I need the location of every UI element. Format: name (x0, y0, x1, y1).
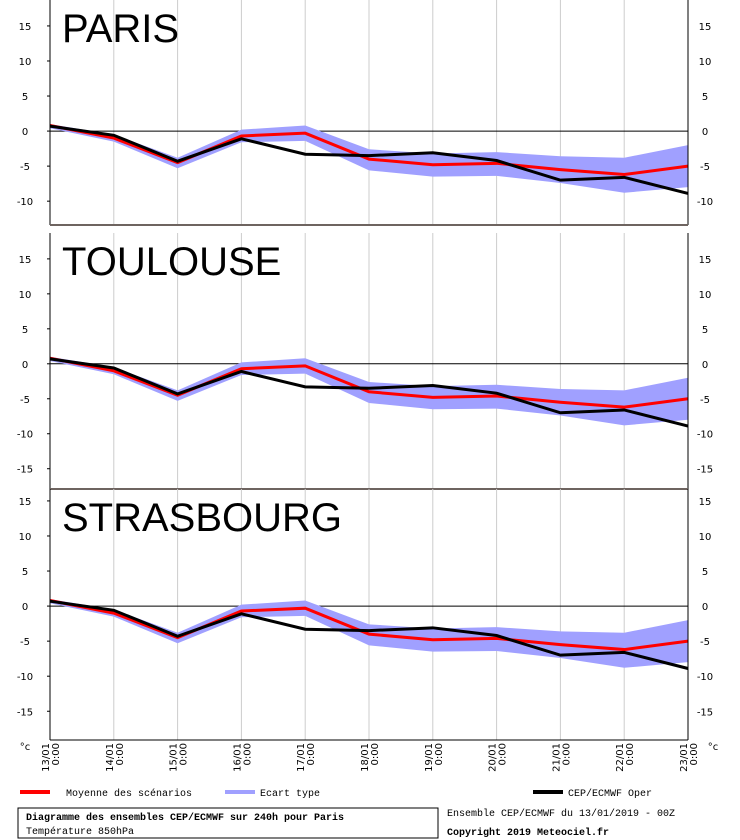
y-tick-label-right: -5 (700, 637, 710, 648)
plot (49, 233, 689, 489)
y-tick-label-right: -10 (697, 672, 713, 683)
x-tick-time: 0:00 (242, 743, 253, 765)
y-tick-label: 15 (19, 22, 32, 33)
y-tick-label: 10 (19, 57, 32, 68)
x-tick-label: 23/01 (679, 743, 690, 772)
y-tick-label-right: 10 (699, 290, 712, 301)
x-tick-label: 19/01 (424, 743, 435, 772)
y-tick-label: -10 (17, 197, 33, 208)
y-tick-label-right: -5 (700, 395, 710, 406)
y-tick-label-right: -10 (697, 197, 713, 208)
legend-label: Ecart type (260, 789, 320, 800)
x-tick-time: 0:00 (561, 743, 572, 765)
x-tick-label: 15/01 (169, 743, 180, 772)
y-tick-label: 10 (19, 290, 32, 301)
x-tick-label: 16/01 (232, 743, 243, 772)
y-tick-label-right: 10 (699, 532, 712, 543)
x-tick-label: 18/01 (360, 743, 371, 772)
y-tick-label: -15 (17, 707, 33, 718)
series-line (49, 356, 689, 409)
y-tick-label: -10 (17, 430, 33, 441)
series-line (49, 599, 689, 670)
y-tick-label: 0 (22, 360, 28, 371)
y-tick-label-right: 5 (702, 92, 708, 103)
panel-title: TOULOUSE (62, 240, 281, 284)
y-tick-label: -5 (20, 395, 30, 406)
y-tick-label-right: 10 (699, 57, 712, 68)
legend-label: CEP/ECMWF Oper (568, 788, 652, 800)
y-tick-label: 15 (19, 255, 32, 266)
y-tick-label-right: 0 (702, 127, 708, 138)
run-info: Ensemble CEP/ECMWF du 13/01/2019 - 00Z (447, 808, 675, 820)
y-tick-label: 0 (22, 127, 28, 138)
y-tick-label: 5 (22, 325, 28, 336)
x-tick-time: 0:00 (306, 743, 317, 765)
y-tick-label-right: 5 (702, 567, 708, 578)
x-tick-time: 0:00 (625, 743, 636, 765)
x-tick-label: 14/01 (105, 743, 116, 772)
y-tick-label-right: -15 (697, 465, 713, 476)
panel-title: STRASBOURG (62, 496, 342, 540)
footer-subtitle: Température 850hPa (26, 826, 134, 838)
series-line (49, 123, 689, 177)
footer-title: Diagramme des ensembles CEP/ECMWF sur 24… (26, 812, 344, 824)
y-tick-label: 10 (19, 532, 32, 543)
x-tick-time: 0:00 (51, 743, 62, 765)
copyright: Copyright 2019 Meteociel.fr (447, 827, 609, 839)
x-tick-time: 0:00 (689, 743, 700, 765)
y-tick-label: 5 (22, 92, 28, 103)
y-tick-label-right: -15 (697, 707, 713, 718)
y-tick-label-right: 5 (702, 325, 708, 336)
y-tick-label-right: 15 (699, 255, 712, 266)
x-tick-time: 0:00 (179, 743, 190, 765)
x-tick-time: 0:00 (370, 743, 381, 765)
footer-box (17, 807, 439, 839)
legend-label: Moyenne des scénarios (66, 788, 192, 800)
series-line (49, 599, 689, 652)
x-tick-label: 13/01 (41, 743, 52, 772)
x-tick-label: 21/01 (551, 743, 562, 772)
y-tick-label-right: -10 (697, 430, 713, 441)
x-tick-time: 0:00 (498, 743, 509, 765)
x-tick-label: 17/01 (296, 743, 307, 772)
y-tick-label-right: 15 (699, 497, 712, 508)
y-unit-right: °c (708, 742, 719, 753)
x-tick-label: 22/01 (615, 743, 626, 772)
series-line (49, 357, 689, 428)
y-tick-label: -15 (17, 465, 33, 476)
y-tick-label-right: 0 (702, 360, 708, 371)
y-tick-label-right: -5 (700, 162, 710, 173)
y-tick-label: 5 (22, 567, 28, 578)
y-unit: °c (20, 742, 31, 753)
plot (49, 0, 689, 225)
y-tick-label: 15 (19, 497, 32, 508)
y-tick-label-right: 0 (702, 602, 708, 613)
x-tick-label: 20/01 (488, 743, 499, 772)
x-tick-time: 0:00 (115, 743, 126, 765)
x-tick-time: 0:00 (434, 743, 445, 765)
panel-title: PARIS (62, 7, 179, 51)
y-tick-label: -5 (20, 637, 30, 648)
y-tick-label: -10 (17, 672, 33, 683)
y-tick-label: 0 (22, 602, 28, 613)
y-tick-label: -5 (20, 162, 30, 173)
y-tick-label-right: 15 (699, 22, 712, 33)
series-line (49, 124, 689, 195)
